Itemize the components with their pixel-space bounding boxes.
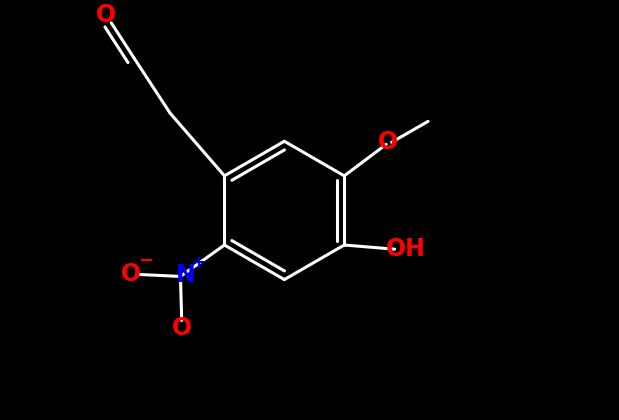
Text: O: O: [121, 262, 141, 286]
Text: −: −: [138, 252, 154, 270]
Text: OH: OH: [386, 237, 426, 261]
Text: +: +: [191, 254, 206, 272]
Text: O: O: [378, 130, 398, 154]
Text: O: O: [171, 316, 192, 340]
Text: O: O: [96, 3, 116, 27]
Text: N: N: [176, 263, 196, 287]
